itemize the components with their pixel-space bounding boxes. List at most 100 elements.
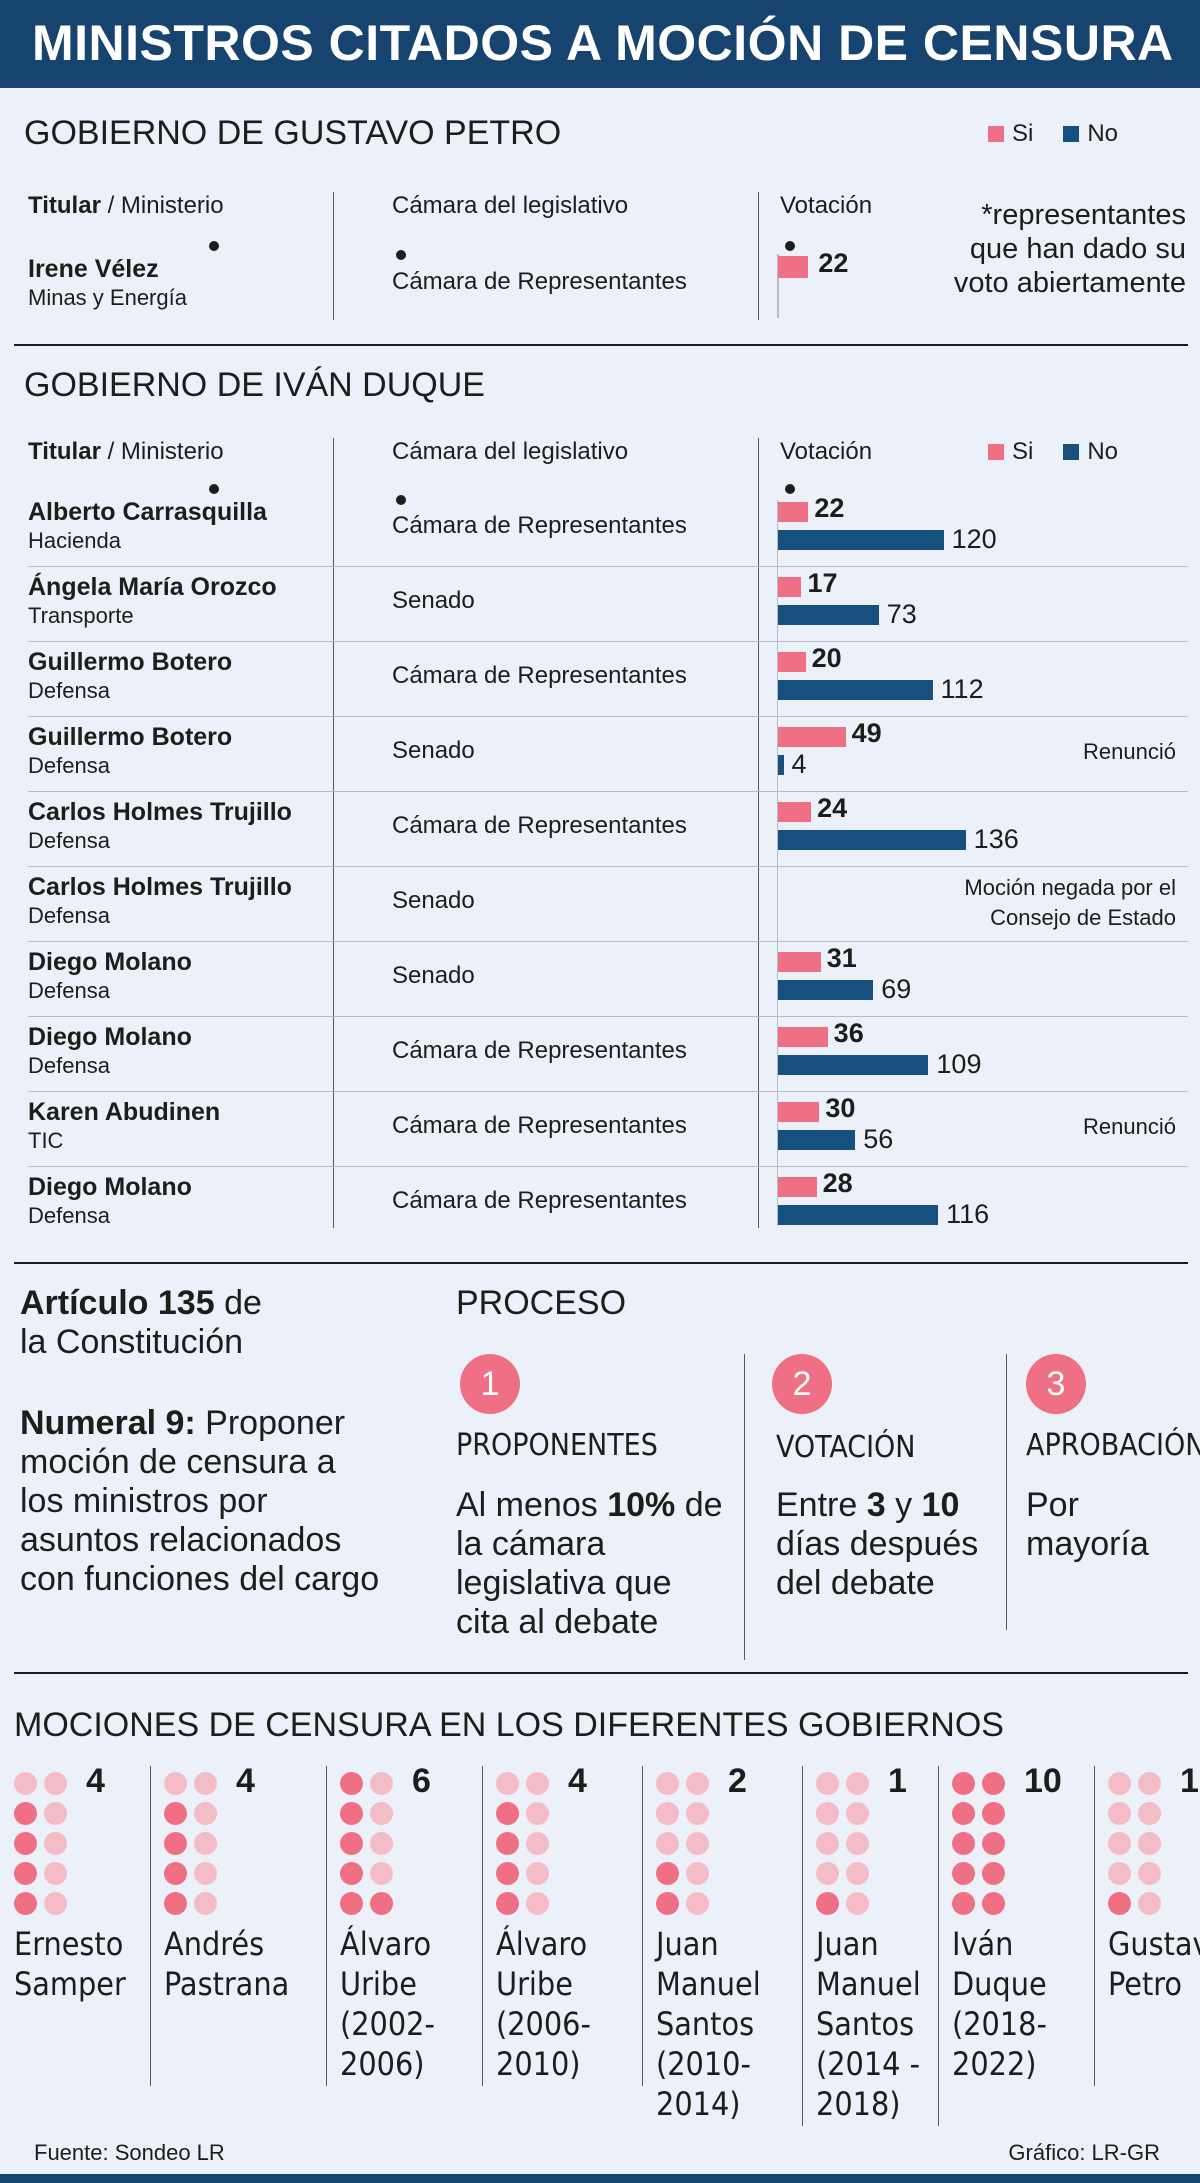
step-2-text-b: y <box>885 1486 922 1524</box>
row-ministry: Defensa <box>28 903 110 928</box>
proceso-divider-2 <box>1006 1354 1007 1630</box>
proceso-heading: PROCESO <box>456 1284 627 1322</box>
section-divider <box>14 1262 1188 1264</box>
government-divider <box>1094 1766 1095 2086</box>
legend-si-swatch <box>988 126 1004 142</box>
articulo-title-rest: de <box>214 1284 262 1322</box>
row-ministry: Hacienda <box>28 528 121 553</box>
step-3-title: APROBACIÓN <box>1026 1428 1200 1463</box>
motion-dot-empty <box>496 1772 519 1795</box>
motion-dot-empty <box>526 1802 549 1825</box>
step-1-text-a: Al menos <box>456 1486 608 1524</box>
petro-marker-dot <box>785 241 795 251</box>
articulo-title-bold: Artículo 135 <box>20 1284 215 1322</box>
petro-marker-dot <box>209 241 219 251</box>
no-value: 120 <box>951 524 997 554</box>
motion-dot-empty <box>1138 1832 1161 1855</box>
row-camara: Senado <box>392 737 475 764</box>
motion-dot-filled <box>14 1832 37 1855</box>
si-value: 31 <box>826 943 857 973</box>
row-name: Guillermo Botero <box>28 648 233 676</box>
step-2-text-c: días después del debate <box>776 1525 979 1602</box>
motion-dot-empty <box>194 1802 217 1825</box>
duque-divider-1 <box>333 438 334 1228</box>
motion-dot-filled <box>14 1862 37 1885</box>
government-count: 4 <box>568 1762 587 1800</box>
petro-divider-1 <box>333 192 334 320</box>
government-name-line: Álvaro <box>340 1925 432 1963</box>
step-1-title: PROPONENTES <box>456 1428 658 1463</box>
row-camara: Cámara de Representantes <box>392 1112 687 1139</box>
row-camara: Senado <box>392 587 475 614</box>
motion-dot-empty <box>370 1862 393 1885</box>
motion-dot-empty <box>1138 1862 1161 1885</box>
si-value: 17 <box>807 568 838 598</box>
motion-dot-empty <box>370 1772 393 1795</box>
motion-dot-empty <box>1108 1832 1131 1855</box>
si-bar <box>778 652 806 672</box>
motion-dot-filled <box>982 1772 1005 1795</box>
motion-dot-filled <box>14 1892 37 1915</box>
petro-marker-dot <box>396 250 406 260</box>
row-name: Guillermo Botero <box>28 723 233 751</box>
articulo-line2: la Constitución <box>20 1323 244 1361</box>
motion-dot-filled <box>340 1862 363 1885</box>
footer-source: Fuente: Sondeo LR <box>34 2140 225 2165</box>
col-ministerio-label: / Ministerio <box>100 192 224 219</box>
step-1-bold-a: 10% <box>607 1486 676 1524</box>
motion-dot-empty <box>846 1862 869 1885</box>
no-bar <box>778 980 874 1000</box>
motion-dot-empty <box>686 1832 709 1855</box>
motion-dot-filled <box>982 1802 1005 1825</box>
articulo-title: Artículo 135 de <box>20 1284 262 1323</box>
row-camara: Cámara de Representantes <box>392 812 687 839</box>
motion-dot-empty <box>370 1832 393 1855</box>
legend-no-swatch <box>1063 126 1080 142</box>
motion-dot-filled <box>1108 1892 1131 1915</box>
government-divider <box>938 1766 939 2126</box>
government-name-line: (2002- <box>340 2005 435 2043</box>
government-name-line: Petro <box>1108 1965 1182 2003</box>
row-separator <box>28 1091 1188 1092</box>
motion-dot-empty <box>194 1862 217 1885</box>
government-name-line: (2006- <box>496 2005 591 2043</box>
proceso-divider-1 <box>744 1354 745 1660</box>
motion-dot-filled <box>982 1832 1005 1855</box>
motion-dot-filled <box>340 1832 363 1855</box>
duque-marker-dot <box>785 484 795 494</box>
motion-dot-empty <box>1138 1892 1161 1915</box>
row-separator <box>28 1016 1188 1017</box>
col-titular-label: Titular <box>28 438 101 465</box>
motion-dot-empty <box>164 1772 187 1795</box>
government-name-line: Juan <box>656 1925 719 1963</box>
no-bar <box>778 1130 856 1150</box>
duque-legend: Si No <box>988 438 1118 466</box>
government-name-line: Iván <box>952 1925 1014 1963</box>
motion-dot-empty <box>194 1832 217 1855</box>
row-name: Alberto Carrasquilla <box>28 498 267 526</box>
petro-name: Irene Vélez <box>28 255 159 283</box>
government-name-line: 2010) <box>496 2045 581 2083</box>
government-name-line: 2022) <box>952 2045 1037 2083</box>
motion-dot-empty <box>194 1892 217 1915</box>
duque-marker-dot <box>209 484 219 494</box>
legend-no-swatch <box>1063 444 1080 460</box>
row-ministry: Defensa <box>28 828 110 853</box>
motion-dot-empty <box>846 1892 869 1915</box>
row-ministry: Defensa <box>28 978 110 1003</box>
numeral-rest: Proponer moción de censura a los ministr… <box>20 1404 380 1598</box>
motion-dot-filled <box>370 1892 393 1915</box>
motion-dot-empty <box>686 1892 709 1915</box>
no-value: 4 <box>791 749 807 779</box>
col-ministerio-label: / Ministerio <box>100 438 224 465</box>
legend-si-label: Si <box>1012 120 1034 147</box>
petro-col-votacion: Votación <box>780 192 873 219</box>
no-bar <box>778 755 784 775</box>
si-bar <box>778 802 812 822</box>
row-separator <box>28 641 1188 642</box>
row-camara: Cámara de Representantes <box>392 1037 687 1064</box>
motion-dot-filled <box>496 1832 519 1855</box>
government-count: 1 <box>888 1762 907 1800</box>
step-3-text: Por mayoría <box>1026 1486 1149 1563</box>
motion-dot-empty <box>656 1832 679 1855</box>
